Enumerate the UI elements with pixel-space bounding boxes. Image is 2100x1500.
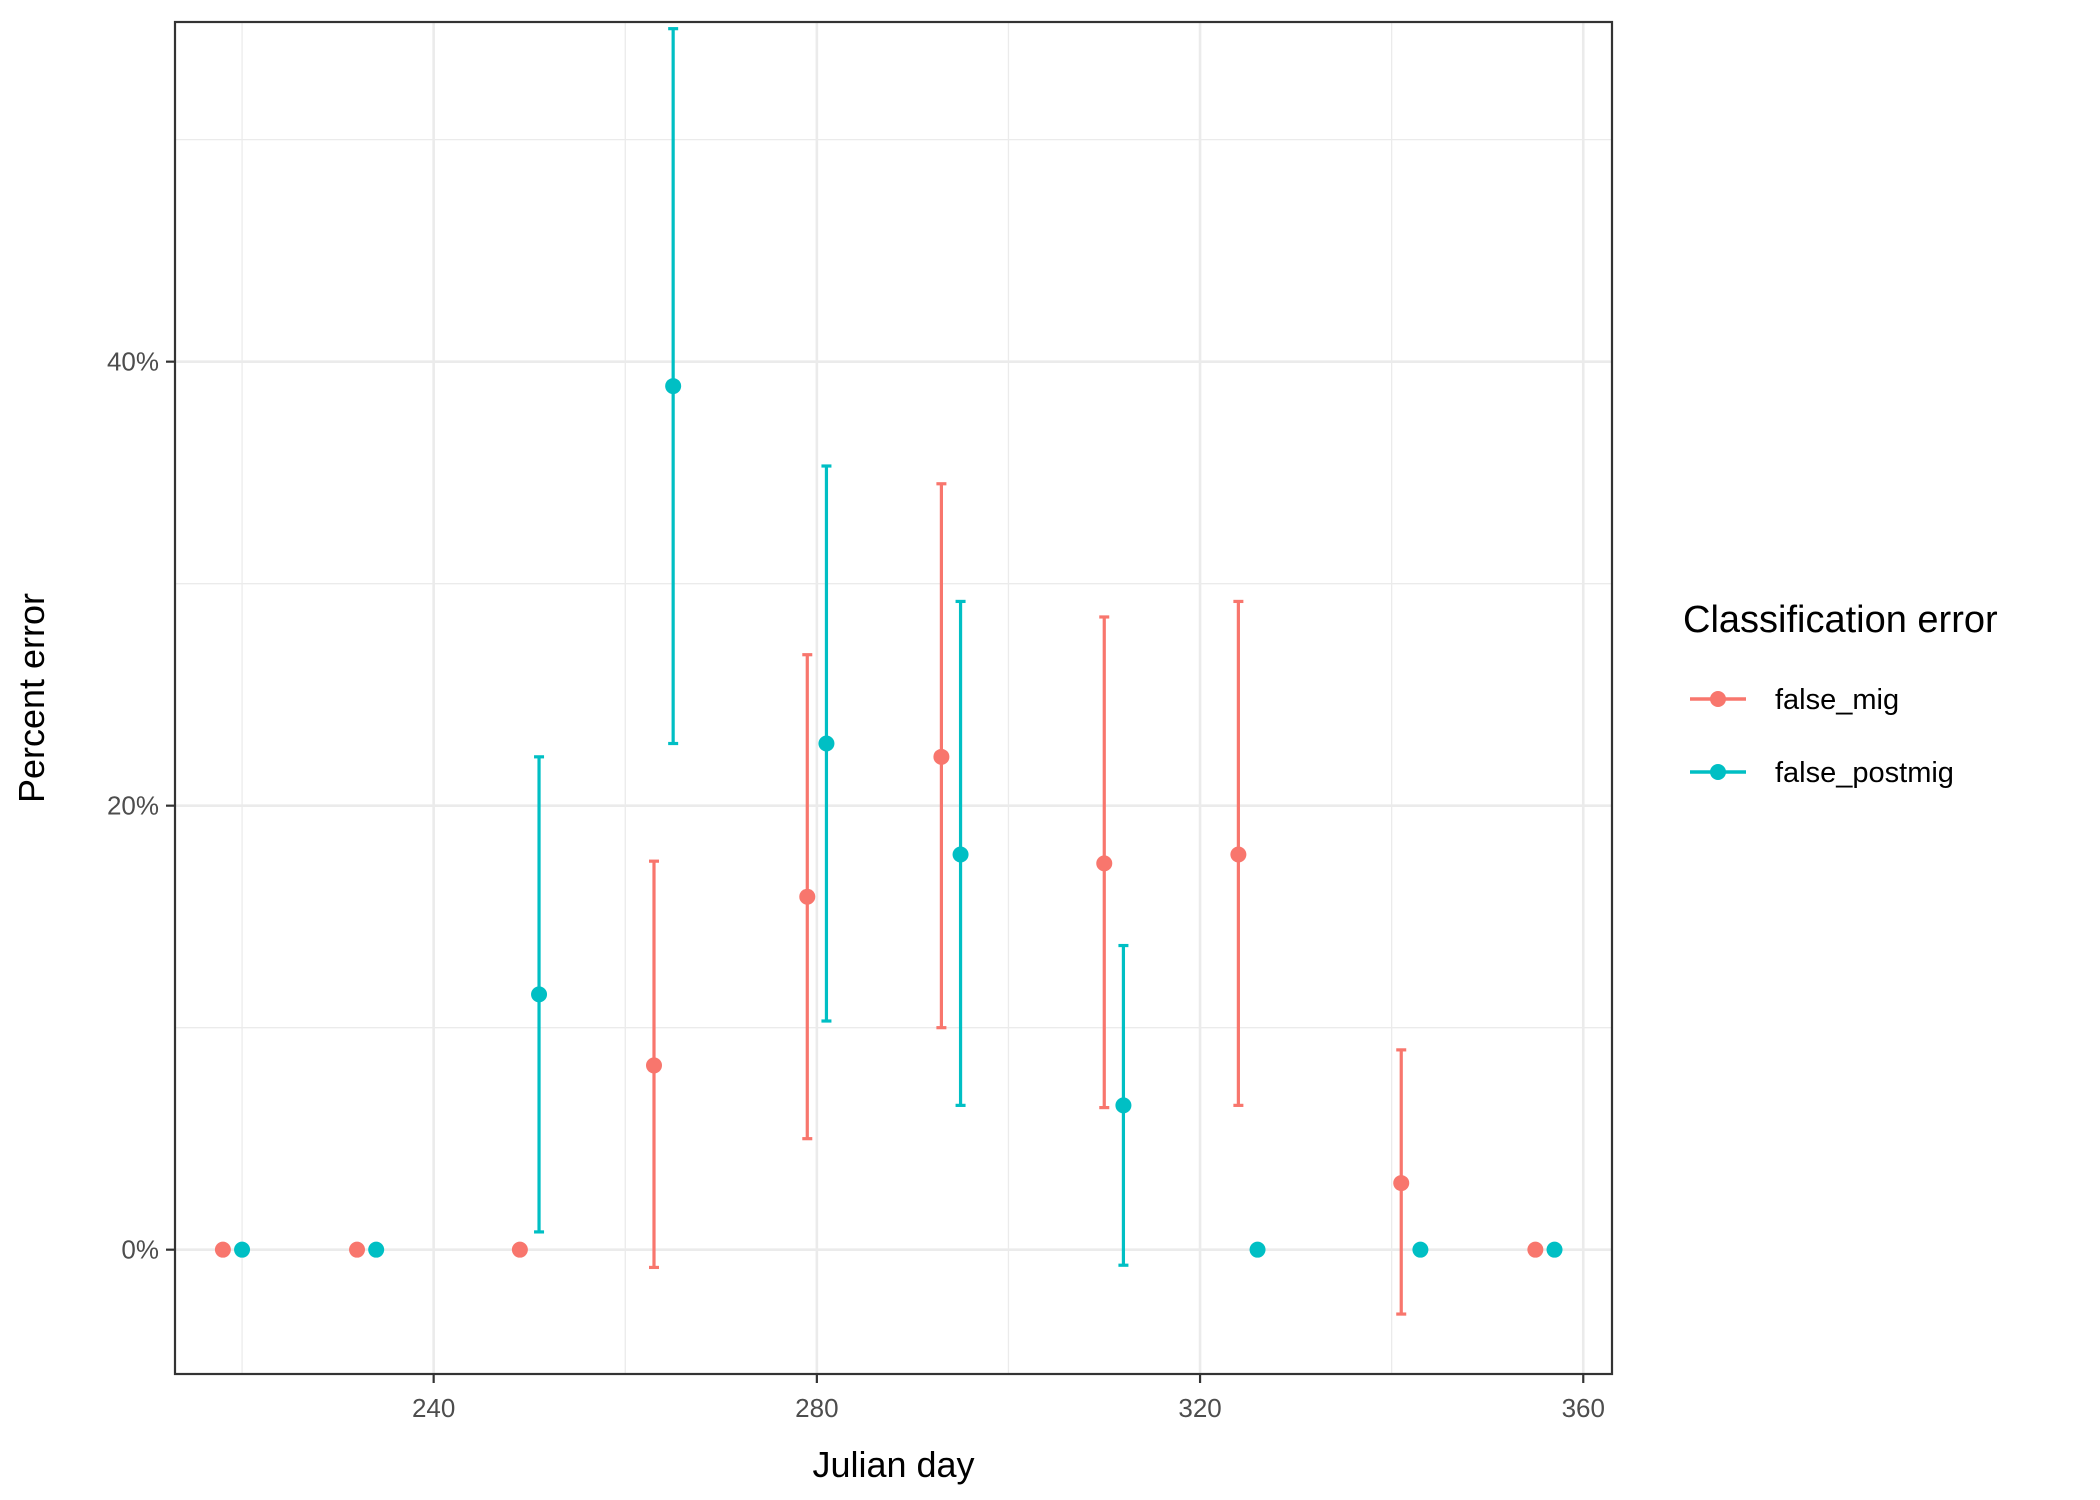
data-point <box>1230 846 1247 863</box>
data-point <box>933 748 950 765</box>
legend: Classification error false_mig false_post… <box>1683 599 1998 789</box>
legend-label: false_mig <box>1775 684 1899 716</box>
x-tick-label: 240 <box>412 1393 455 1423</box>
legend-key-point <box>1710 764 1726 780</box>
legend-item-false_mig: false_mig <box>1690 684 1899 716</box>
gridlines <box>175 22 1612 1374</box>
data-point <box>234 1241 251 1258</box>
data-point <box>368 1241 385 1258</box>
data-point <box>818 735 835 752</box>
y-tick-label: 40% <box>107 347 159 377</box>
data-point <box>1249 1241 1266 1258</box>
y-axis-title: Percent error <box>11 593 52 803</box>
y-tick-label: 20% <box>107 791 159 821</box>
y-tick-label: 0% <box>121 1235 159 1265</box>
x-tick-label: 320 <box>1178 1393 1221 1423</box>
x-tick-label: 360 <box>1562 1393 1605 1423</box>
data-point <box>1115 1097 1132 1114</box>
series-false_mig <box>214 482 1544 1316</box>
data-point <box>1412 1241 1429 1258</box>
x-tick-label: 280 <box>795 1393 838 1423</box>
axes: 240 280 320 360 0% 20% 40% <box>107 347 1605 1423</box>
legend-items: false_mig false_postmig <box>1690 684 1954 789</box>
data-point <box>952 846 969 863</box>
data-point <box>511 1241 528 1258</box>
legend-item-false_postmig: false_postmig <box>1690 757 1954 789</box>
x-axis-title: Julian day <box>812 1444 974 1485</box>
data-point <box>349 1241 366 1258</box>
data-point <box>1393 1175 1410 1192</box>
data-point <box>1527 1241 1544 1258</box>
data-point <box>1546 1241 1563 1258</box>
data-point <box>1096 855 1113 872</box>
legend-label: false_postmig <box>1775 757 1954 789</box>
series-false_postmig <box>234 27 1563 1267</box>
data-point <box>531 986 548 1003</box>
data-marks <box>214 27 1563 1316</box>
legend-title: Classification error <box>1683 599 1998 641</box>
data-point <box>646 1057 662 1074</box>
legend-key-point <box>1710 691 1726 707</box>
data-point <box>214 1241 231 1258</box>
data-point <box>665 378 682 395</box>
data-point <box>799 888 816 905</box>
plot-panel-border <box>173 20 1614 1376</box>
